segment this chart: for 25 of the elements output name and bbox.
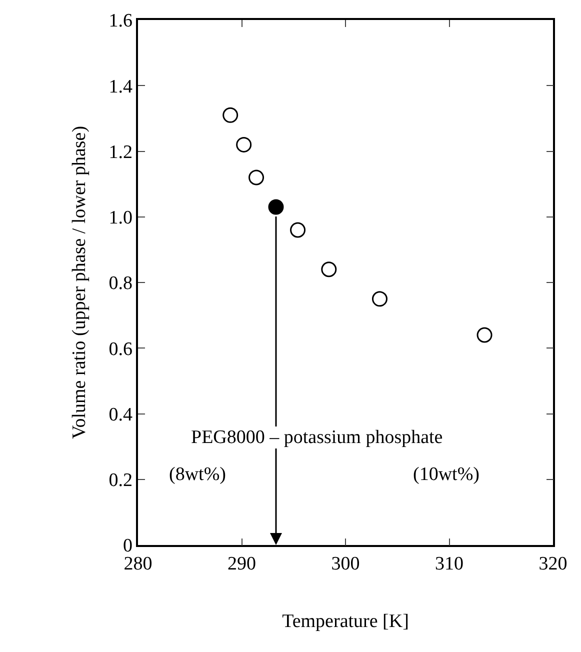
point (268, 199, 284, 215)
point (248, 170, 264, 186)
x-tick-label: 310 (435, 554, 464, 575)
point (372, 291, 388, 307)
annotation: PEG8000 – potassium phosphate (191, 427, 443, 448)
y-tick-label: 0.6 (108, 338, 132, 360)
x-tick-label: 290 (228, 554, 256, 575)
y-tick-label: 1.4 (108, 76, 133, 98)
point (321, 262, 337, 278)
y-tick-label: 1.0 (108, 208, 132, 229)
y-tick-label: 1.6 (108, 10, 132, 32)
y-tick-label: 0.2 (108, 470, 132, 492)
x-tick-label: 320 (538, 554, 568, 575)
point (222, 107, 238, 123)
x-tick-label: 300 (331, 554, 360, 575)
x-axis-title: Temperature [K] (282, 610, 409, 632)
annotation: (8wt%) (169, 464, 226, 485)
y-tick-label: 1.2 (108, 142, 132, 163)
point (476, 327, 492, 343)
annotation: (10wt%) (413, 464, 480, 485)
y-tick-label: 0.8 (108, 273, 132, 294)
y-tick-label: 0.4 (108, 404, 133, 426)
point (290, 222, 306, 238)
point (236, 136, 252, 152)
y-axis-title: Volume ratio (upper phase / lower phase) (69, 126, 90, 440)
